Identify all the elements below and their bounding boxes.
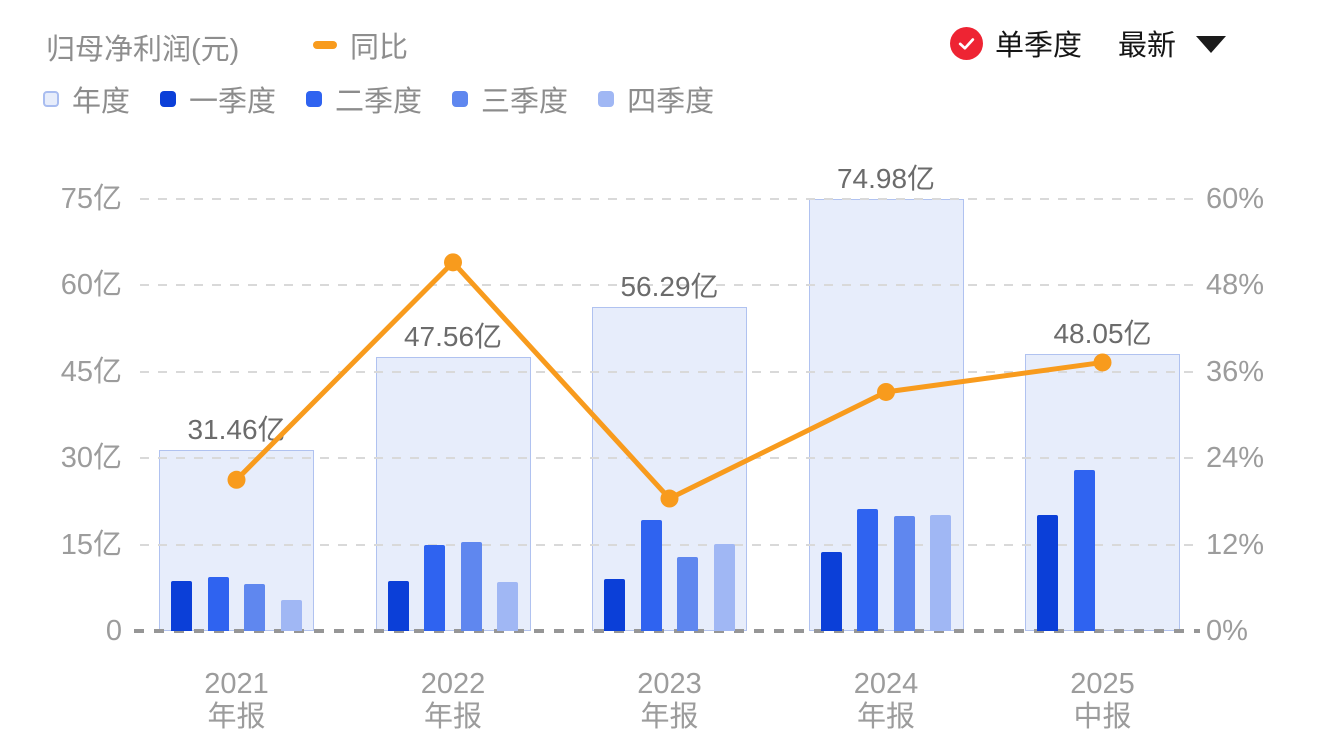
x-axis-label-2022: 2022 年报 (420, 668, 486, 733)
legend-item-q2[interactable]: 二季度 (306, 78, 422, 120)
chevron-down-icon (1196, 36, 1227, 53)
legend-swatch-icon (598, 91, 615, 107)
axis-baseline (134, 629, 1200, 633)
series-legend: 年度 一季度 二季度 三季度 四季度 (43, 78, 714, 120)
quarter-bar-2023-q3[interactable] (677, 556, 699, 631)
single-quarter-toggle[interactable] (950, 26, 983, 60)
quarter-bar-2024-q1[interactable] (820, 551, 842, 631)
gridline-60 (140, 284, 1196, 287)
left-axis-tick: 30亿 (60, 442, 122, 475)
quarter-bar-2021-q3[interactable] (244, 583, 266, 631)
quarter-bar-2022-q4[interactable] (497, 582, 519, 631)
left-axis-tick: 0 (105, 615, 122, 647)
quarter-bar-2023-q4[interactable] (713, 544, 735, 631)
right-axis-tick: 24% (1206, 442, 1265, 475)
yoy-line-swatch-icon (313, 41, 337, 49)
legend-label: 二季度 (335, 86, 423, 118)
quarter-bar-2021-q1[interactable] (171, 581, 192, 631)
single-quarter-label[interactable]: 单季度 (995, 30, 1083, 62)
annual-value-label: 74.98亿 (836, 163, 936, 195)
quarter-bar-2024-q2[interactable] (857, 509, 879, 631)
legend-label: 一季度 (189, 86, 277, 118)
legend-swatch-icon (160, 91, 177, 107)
yoy-point-2022[interactable] (444, 253, 462, 272)
quarter-bar-2022-q3[interactable] (460, 542, 482, 631)
left-axis-tick: 75亿 (60, 183, 122, 215)
yoy-line (234, 259, 1105, 502)
yoy-legend-label: 同比 (350, 32, 409, 64)
x-axis-label-2021: 2021 年报 (204, 668, 269, 733)
right-axis-tick: 60% (1206, 183, 1265, 215)
gridline-45 (140, 370, 1196, 373)
latest-dropdown[interactable]: 最新 (1118, 22, 1227, 64)
header-controls: 单季度 最新 (950, 22, 1227, 64)
left-axis-tick: 15亿 (60, 528, 122, 561)
annual-value-label: 31.46亿 (187, 413, 286, 445)
yoy-point-2021[interactable] (227, 470, 246, 489)
legend-swatch-icon (43, 91, 59, 107)
right-axis-tick: 0% (1206, 615, 1248, 647)
quarter-bar-2022-q2[interactable] (424, 544, 446, 631)
yoy-point-2023[interactable] (660, 489, 679, 508)
yoy-point-2025[interactable] (1093, 353, 1112, 372)
legend-label: 三季度 (481, 86, 569, 118)
legend-swatch-icon (306, 91, 323, 107)
yoy-point-2024[interactable] (877, 382, 895, 401)
x-axis-label-2023: 2023 年报 (637, 668, 702, 733)
gridline-30 (140, 457, 1196, 460)
legend-item-annual[interactable]: 年度 (43, 78, 130, 120)
chart-title: 归母净利润(元) (46, 34, 240, 66)
right-axis-tick: 12% (1206, 528, 1265, 561)
x-axis-label-2024: 2024 年报 (853, 668, 919, 733)
right-axis-tick: 36% (1206, 355, 1265, 388)
legend-label: 四季度 (627, 86, 715, 118)
quarter-bar-2025-q1[interactable] (1037, 515, 1058, 631)
left-axis-tick: 45亿 (60, 355, 122, 388)
quarter-bar-2021-q4[interactable] (280, 599, 302, 631)
quarter-bar-2023-q2[interactable] (640, 520, 662, 631)
latest-dropdown-label: 最新 (1118, 30, 1177, 62)
quarter-bar-2022-q1[interactable] (387, 580, 409, 631)
annual-value-label: 56.29亿 (620, 270, 719, 302)
gridline-15 (140, 543, 1196, 546)
legend-swatch-icon (452, 91, 469, 107)
quarter-bar-2023-q1[interactable] (604, 578, 625, 631)
legend-item-q1[interactable]: 一季度 (160, 78, 276, 120)
left-axis-tick: 60亿 (60, 269, 122, 302)
x-axis-label-2025: 2025 中报 (1070, 668, 1135, 733)
legend-label: 年度 (72, 86, 131, 118)
legend-item-q3[interactable]: 三季度 (452, 78, 568, 120)
check-icon (958, 37, 975, 50)
quarter-bar-2024-q4[interactable] (930, 515, 952, 631)
yoy-legend-item[interactable]: 同比 (313, 24, 408, 66)
annual-value-label: 48.05亿 (1053, 318, 1152, 350)
annual-value-label: 47.56亿 (403, 321, 503, 353)
quarter-bar-2024-q3[interactable] (893, 515, 915, 631)
gridline-75 (140, 198, 1196, 200)
right-axis-tick: 48% (1206, 269, 1265, 302)
quarter-bar-2025-q2[interactable] (1073, 470, 1095, 631)
legend-item-q4[interactable]: 四季度 (598, 78, 714, 120)
quarter-bar-2021-q2[interactable] (207, 577, 229, 631)
